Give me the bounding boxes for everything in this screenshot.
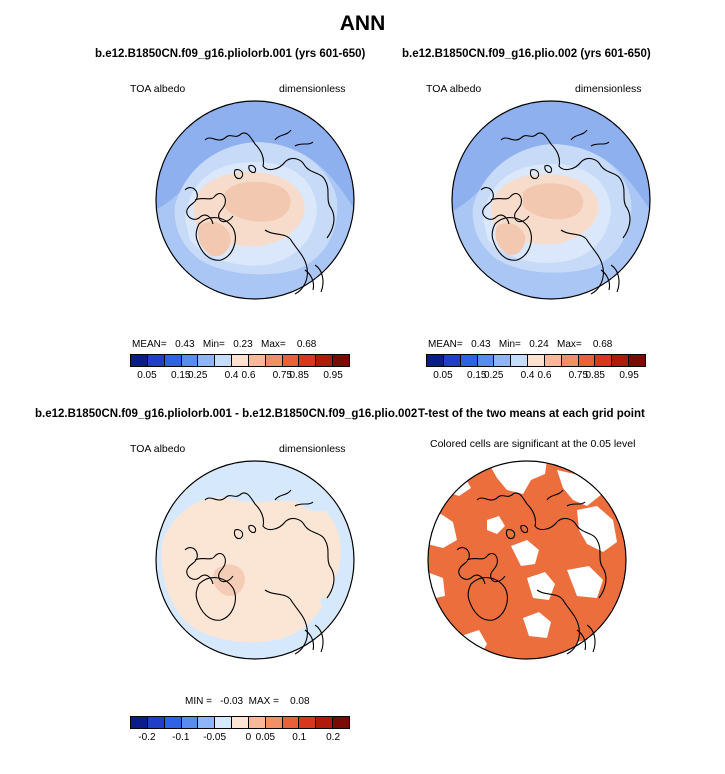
colorbar-swatch (265, 355, 283, 366)
colorbar-swatch (198, 717, 216, 728)
colorbar-swatch (265, 717, 283, 728)
colorbar-swatch (282, 355, 300, 366)
colorbar-swatch (477, 355, 495, 366)
colorbar-swatch (333, 717, 349, 728)
panel-4-subtitle: Colored cells are significant at the 0.0… (430, 438, 636, 450)
colorbar-swatch (494, 355, 512, 366)
colorbar-tick-label: 0.15 (467, 370, 487, 381)
panel-1-title: b.e12.B1850CN.f09_g16.pliolorb.001 (yrs … (95, 48, 366, 60)
colorbar-tick-label: 0.25 (483, 370, 504, 381)
colorbar-swatch (215, 717, 233, 728)
panel-1-colorbar (130, 354, 350, 367)
colorbar-tick-label: 0.2 (326, 732, 341, 743)
colorbar-swatch (595, 355, 613, 366)
panel-1-stats: MEAN= 0.43 Min= 0.23 Max= 0.68 (132, 339, 317, 350)
colorbar-swatch (316, 355, 334, 366)
colorbar-tick-label: 0.05 (255, 732, 276, 743)
map-boundary (155, 100, 355, 300)
colorbar-tick-label: 0.25 (187, 370, 208, 381)
colorbar-tick-label: 0.4 (224, 370, 239, 381)
colorbar-swatch (248, 355, 266, 366)
colorbar-swatch (427, 355, 444, 366)
colorbar-swatch (232, 355, 249, 366)
panel-2-stats: MEAN= 0.43 Min= 0.24 Max= 0.68 (428, 339, 613, 350)
colorbar-tick-label: -0.1 (172, 732, 190, 743)
panel-3-units: dimensionless (279, 443, 346, 455)
greenland-high (198, 221, 231, 257)
colorbar-swatch (131, 717, 148, 728)
colorbar-swatch (578, 355, 596, 366)
coastlines (184, 129, 335, 295)
colorbar-tick-label: 0.95 (323, 370, 343, 381)
coastlines (456, 489, 607, 655)
panel-3-stats: MIN = -0.03 MAX = 0.08 (185, 696, 310, 707)
colorbar-swatch (198, 355, 216, 366)
panel-1-variable: TOA albedo (130, 83, 186, 95)
colorbar-tick-label: 0 (245, 732, 252, 743)
colorbar-tick-label: 0.05 (433, 370, 453, 381)
colorbar-swatch (215, 355, 233, 366)
panel-3-title: b.e12.B1850CN.f09_g16.pliolorb.001 - b.e… (35, 408, 418, 420)
colorbar-swatch (460, 355, 478, 366)
panel-4-significance-map (427, 460, 627, 660)
colorbar-swatch (147, 717, 165, 728)
arctic-core (523, 183, 584, 220)
panel-3-variable: TOA albedo (130, 443, 186, 455)
map-boundary (427, 460, 627, 660)
greenland-high (495, 223, 526, 256)
panel-1-units: dimensionless (279, 83, 346, 95)
colorbar-swatch (629, 355, 645, 366)
colorbar-swatch (181, 355, 199, 366)
arctic-core (225, 181, 291, 222)
colorbar-swatch (248, 717, 266, 728)
colorbar-swatch (147, 355, 165, 366)
colorbar-swatch (333, 355, 349, 366)
colorbar-swatch (443, 355, 461, 366)
colorbar-swatch (232, 717, 249, 728)
colorbar-swatch (511, 355, 529, 366)
colorbar-swatch (131, 355, 148, 366)
colorbar-tick-label: -0.05 (203, 732, 227, 743)
positive-anomaly (161, 497, 341, 643)
colorbar-tick-label: 0.1 (292, 732, 307, 743)
colorbar-tick-label: -0.2 (138, 732, 156, 743)
coastlines (480, 129, 631, 295)
panel-4-title: T-test of the two means at each grid poi… (418, 408, 645, 420)
panel-3-difference-map (155, 460, 355, 660)
panel-2-variable: TOA albedo (426, 83, 482, 95)
coastlines (184, 489, 335, 655)
negative-patch (285, 486, 325, 512)
colorbar-swatch (612, 355, 630, 366)
colorbar-swatch (282, 717, 300, 728)
colorbar-tick-label: 0.6 (241, 370, 256, 381)
colorbar-swatch (561, 355, 579, 366)
panel-2-units: dimensionless (575, 83, 642, 95)
colorbar-tick-label: 0.6 (537, 370, 552, 381)
panel-2-title: b.e12.B1850CN.f09_g16.plio.002 (yrs 601-… (402, 48, 651, 60)
colorbar-swatch (164, 717, 182, 728)
colorbar-swatch (316, 717, 334, 728)
colorbar-tick-label: 0.85 (585, 370, 605, 381)
map-boundary (155, 460, 355, 660)
colorbar-swatch (544, 355, 562, 366)
colorbar-swatch (299, 717, 317, 728)
panel-2-colorbar (426, 354, 646, 367)
figure-title: ANN (339, 12, 386, 35)
colorbar-swatch (299, 355, 317, 366)
colorbar-tick-label: 0.75 (272, 370, 293, 381)
panel-2-polar-map (451, 100, 651, 300)
panel-3-colorbar (130, 716, 350, 729)
map-boundary (451, 100, 651, 300)
colorbar-tick-label: 0.4 (520, 370, 535, 381)
colorbar-tick-label: 0.75 (568, 370, 589, 381)
colorbar-tick-label: 0.05 (137, 370, 157, 381)
panel-1-polar-map (155, 100, 355, 300)
colorbar-swatch (528, 355, 545, 366)
colorbar-tick-label: 0.15 (171, 370, 191, 381)
colorbar-swatch (181, 717, 199, 728)
colorbar-swatch (164, 355, 182, 366)
colorbar-tick-label: 0.95 (619, 370, 639, 381)
colorbar-tick-label: 0.85 (289, 370, 309, 381)
